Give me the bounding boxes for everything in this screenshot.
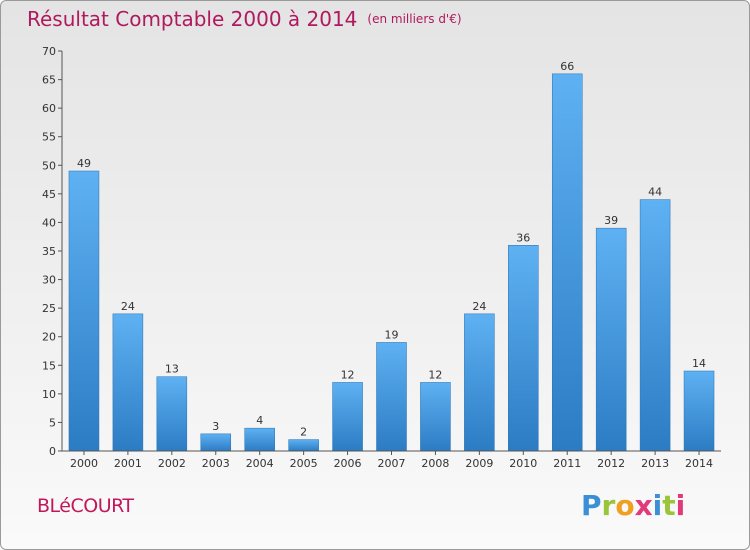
y-tick-label: 60 xyxy=(42,102,56,115)
x-tick-label: 2007 xyxy=(378,457,406,470)
bar xyxy=(595,227,627,452)
logo-letter: r xyxy=(601,489,616,522)
logo-letter: i xyxy=(652,489,663,522)
y-tick-label: 65 xyxy=(42,74,56,87)
x-tick-label: 2013 xyxy=(641,457,669,470)
bar xyxy=(200,433,232,452)
y-tick-label: 55 xyxy=(42,131,56,144)
x-tick-label: 2000 xyxy=(70,457,98,470)
bar-value-label: 24 xyxy=(121,300,135,313)
bar xyxy=(508,245,539,452)
bar xyxy=(639,199,671,452)
bar-value-label: 2 xyxy=(300,426,307,439)
y-tick-label: 45 xyxy=(42,188,56,201)
bar-value-label: 44 xyxy=(648,186,662,199)
bar xyxy=(68,170,100,452)
logo-letter: x xyxy=(634,489,653,522)
bar-value-label: 12 xyxy=(341,368,355,381)
bar xyxy=(376,342,407,452)
logo-letter: P xyxy=(581,489,602,522)
x-tick-label: 2006 xyxy=(334,457,362,470)
bar xyxy=(156,376,188,452)
y-tick-label: 35 xyxy=(42,245,56,258)
x-tick-label: 2003 xyxy=(202,457,230,470)
chart-title: Résultat Comptable 2000 à 2014 (en millie… xyxy=(27,7,462,31)
y-tick-label: 10 xyxy=(42,388,56,401)
x-tick-label: 2011 xyxy=(553,457,581,470)
y-tick-label: 50 xyxy=(42,159,56,172)
x-tick-label: 2005 xyxy=(290,457,318,470)
bar-value-label: 19 xyxy=(385,328,399,341)
commune-name: BLéCOURT xyxy=(37,495,134,517)
title-text: Résultat Comptable 2000 à 2014 xyxy=(27,7,358,31)
bar xyxy=(464,313,495,452)
x-tick-label: 2012 xyxy=(597,457,625,470)
y-tick-label: 25 xyxy=(42,302,56,315)
bar-value-label: 13 xyxy=(165,363,179,376)
bar xyxy=(420,382,451,452)
x-tick-label: 2001 xyxy=(114,457,142,470)
bar xyxy=(112,313,144,452)
unit-label: (en milliers d'€) xyxy=(367,12,462,26)
x-tick-label: 2010 xyxy=(509,457,537,470)
bar-value-label: 3 xyxy=(212,420,219,433)
y-tick-label: 5 xyxy=(49,416,56,429)
x-tick-label: 2014 xyxy=(685,457,713,470)
x-tick-label: 2004 xyxy=(246,457,274,470)
x-tick-label: 2002 xyxy=(158,457,186,470)
bar-value-label: 4 xyxy=(256,414,263,427)
bar-value-label: 24 xyxy=(472,300,486,313)
bar xyxy=(288,439,319,452)
proxiti-logo: Proxiti xyxy=(581,489,685,522)
bar-value-label: 39 xyxy=(604,214,618,227)
bar-value-label: 66 xyxy=(560,60,574,73)
bar xyxy=(551,73,583,452)
bar xyxy=(683,370,715,452)
bar-value-label: 12 xyxy=(428,368,442,381)
y-tick-label: 20 xyxy=(42,331,56,344)
bar xyxy=(332,382,363,452)
bar-value-label: 14 xyxy=(692,357,706,370)
y-tick-label: 30 xyxy=(42,274,56,287)
y-tick-label: 40 xyxy=(42,216,56,229)
logo-letter: i xyxy=(675,489,686,522)
logo-letter: o xyxy=(615,489,635,522)
x-tick-label: 2008 xyxy=(421,457,449,470)
x-tick-label: 2009 xyxy=(465,457,493,470)
bar-value-label: 49 xyxy=(77,157,91,170)
y-tick-label: 0 xyxy=(49,445,56,458)
y-tick-label: 70 xyxy=(42,45,56,58)
bar xyxy=(244,427,275,452)
logo-letter: t xyxy=(662,489,676,522)
bar-value-label: 36 xyxy=(516,231,530,244)
y-tick-label: 15 xyxy=(42,359,56,372)
